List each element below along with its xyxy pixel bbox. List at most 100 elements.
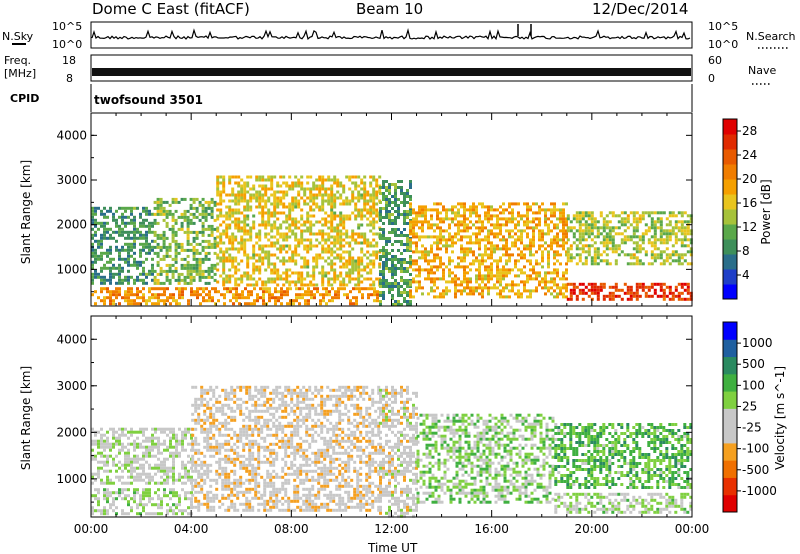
heatmap-cell (118, 272, 121, 276)
heatmap-cell (496, 268, 499, 272)
heatmap-cell (602, 259, 606, 263)
heatmap-cell (584, 291, 588, 295)
heatmap-cell (127, 278, 130, 282)
heatmap-cell (578, 220, 582, 224)
heatmap-cell (100, 454, 103, 458)
heatmap-cell (239, 412, 243, 416)
heatmap-cell (247, 293, 250, 297)
heatmap-cell (94, 290, 97, 294)
heatmap-cell (547, 226, 550, 230)
heatmap-cell (391, 195, 394, 198)
heatmap-cell (593, 291, 597, 295)
heatmap-cell (662, 297, 666, 301)
heatmap-cell (517, 283, 520, 287)
heatmap-cell (614, 247, 618, 251)
heatmap-cell (112, 503, 115, 507)
heatmap-cell (187, 491, 190, 495)
heatmap-cell (242, 400, 246, 404)
heatmap-cell (267, 265, 271, 269)
heatmap-cell (650, 223, 654, 227)
heatmap-cell (496, 280, 499, 284)
heatmap-cell (256, 296, 259, 300)
heatmap-cell (271, 293, 274, 297)
heatmap-cell (385, 210, 388, 213)
heatmap-cell (339, 202, 343, 206)
heatmap-cell (427, 235, 430, 239)
heatmap-cell (151, 263, 154, 267)
heatmap-cell (160, 466, 163, 470)
heatmap-cell (360, 178, 364, 182)
heatmap-cell (424, 250, 427, 254)
heatmap-cell (333, 256, 337, 260)
heatmap-cell (186, 272, 190, 276)
heatmap-cell (219, 175, 223, 179)
heatmap-cell (623, 235, 627, 239)
heatmap-cell (345, 196, 349, 200)
cpid-panel: CPID twofsound 3501 (10, 84, 693, 112)
heatmap-cell (686, 238, 690, 242)
heatmap-cell (100, 266, 103, 270)
heatmap-cell (526, 214, 529, 218)
heatmap-cell (565, 202, 568, 206)
heatmap-cell (148, 269, 151, 273)
heatmap-cell (194, 451, 198, 455)
heatmap-cell (457, 256, 460, 260)
heatmap-cell (517, 247, 520, 251)
heatmap-cell (454, 286, 457, 290)
heatmap-cell (239, 475, 243, 479)
heatmap-cell (198, 266, 202, 270)
heatmap-cell (345, 232, 349, 236)
heatmap-cell (460, 244, 463, 248)
heatmap-cell (358, 290, 361, 294)
heatmap-cell (252, 226, 256, 230)
heatmap-cell (199, 287, 202, 291)
heatmap-cell (310, 293, 313, 297)
heatmap-cell (139, 233, 142, 237)
heatmap-cell (238, 302, 241, 306)
heatmap-cell (553, 208, 556, 212)
heatmap-cell (294, 280, 298, 284)
heatmap-cell (159, 257, 163, 261)
heatmap-cell (469, 205, 472, 209)
heatmap-cell (454, 211, 457, 215)
heatmap-cell (394, 285, 397, 288)
heatmap-cell (505, 208, 508, 212)
heatmap-cell (581, 217, 585, 221)
heatmap-cell (553, 214, 556, 218)
heatmap-cell (339, 211, 343, 215)
heatmap-cell (439, 217, 442, 221)
heatmap-cell (478, 259, 481, 263)
heatmap-cell (228, 226, 232, 230)
heatmap-cell (366, 211, 370, 215)
heatmap-cell (581, 229, 585, 233)
heatmap-cell (258, 277, 262, 281)
heatmap-cell (532, 271, 535, 275)
heatmap-cell (575, 262, 579, 266)
heatmap-cell (171, 215, 175, 219)
heatmap-cell (400, 234, 403, 237)
heatmap-cell (124, 278, 127, 282)
heatmap-cell (511, 202, 514, 206)
heatmap-cell (136, 230, 139, 234)
heatmap-cell (403, 258, 406, 261)
heatmap-cell (469, 238, 472, 242)
heatmap-cell (172, 296, 175, 300)
heatmap-cell (228, 193, 232, 197)
heatmap-cell (221, 484, 225, 488)
heatmap-cell (148, 491, 151, 495)
heatmap-cell (475, 286, 478, 290)
heatmap-cell (300, 256, 304, 260)
heatmap-cell (590, 244, 594, 248)
heatmap-cell (215, 451, 219, 455)
heatmap-cell (127, 500, 130, 504)
heatmap-cell (258, 211, 262, 215)
heatmap-cell (163, 293, 166, 297)
heatmap-cell (339, 271, 343, 275)
heatmap-cell (391, 267, 394, 270)
heatmap-cell (535, 289, 538, 293)
heatmap-cell (171, 224, 175, 228)
heatmap-cell (174, 209, 178, 213)
heatmap-cell (382, 234, 385, 237)
heatmap-cell (457, 223, 460, 227)
heatmap-cell (334, 290, 337, 294)
